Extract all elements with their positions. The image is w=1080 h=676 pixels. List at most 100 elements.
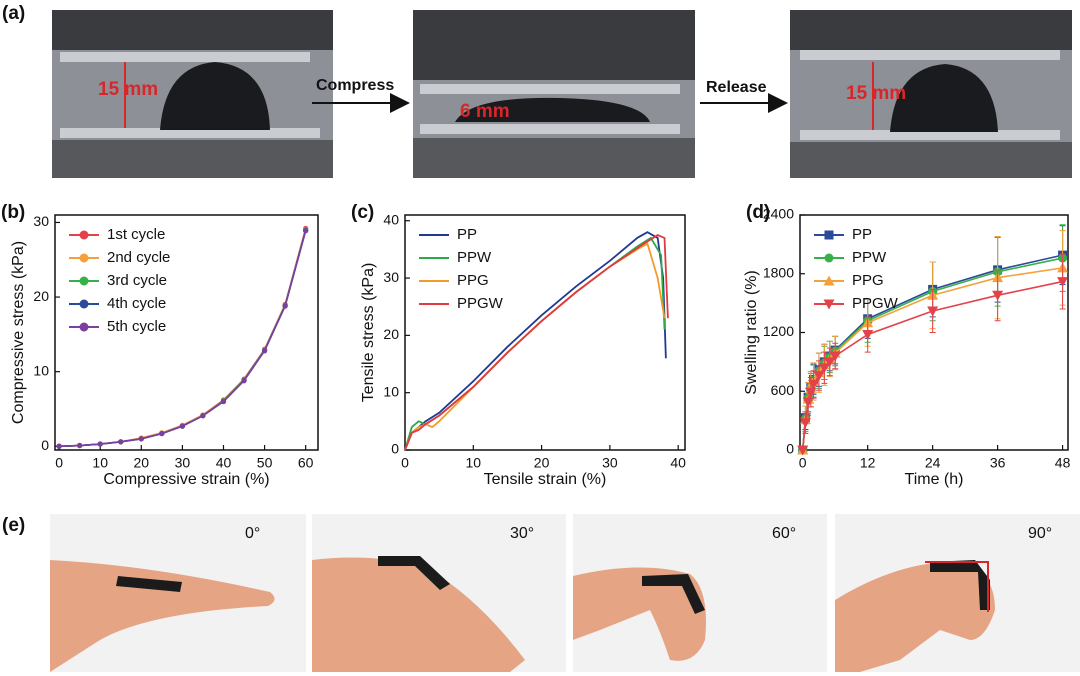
x-tick-label: 0: [55, 455, 63, 471]
x-tick-label: 20: [534, 455, 550, 471]
marker: [808, 379, 820, 390]
step-label: Release: [706, 79, 767, 96]
marker: [56, 443, 62, 449]
legend-label: 4th cycle: [107, 295, 166, 312]
marker: [79, 253, 89, 263]
photo: 60°: [573, 514, 827, 672]
series-line: [404, 242, 666, 451]
marker: [282, 303, 288, 309]
marker: [818, 363, 830, 374]
x-tick-label: 60: [298, 455, 314, 471]
marker: [79, 276, 89, 286]
marker: [1057, 277, 1069, 288]
x-tick-label: 0: [401, 455, 409, 471]
marker: [118, 439, 124, 445]
marker: [824, 357, 836, 368]
marker: [220, 398, 227, 405]
marker: [200, 413, 206, 419]
marker: [797, 445, 809, 456]
legend-label: 1st cycle: [107, 226, 165, 243]
x-tick-label: 36: [990, 455, 1006, 471]
plot-frame: [54, 214, 319, 451]
y-tick-label: 1800: [763, 264, 794, 280]
photo: 30°: [312, 514, 566, 672]
x-tick-label: 30: [602, 455, 618, 471]
marker: [992, 290, 1004, 301]
marker: [823, 299, 835, 310]
series-line: [59, 228, 307, 448]
y-tick-label: 1200: [763, 323, 794, 339]
angle-label: 30°: [510, 525, 534, 542]
x-tick-label: 40: [670, 455, 686, 471]
angle-label: 60°: [772, 525, 796, 542]
y-tick-label: 40: [383, 211, 399, 227]
x-axis-label: Time (h): [905, 471, 964, 488]
marker: [261, 348, 268, 354]
x-tick-label: 10: [466, 455, 482, 471]
photo: 6 mm: [413, 10, 695, 178]
y-axis-label: Swelling ratio (%): [743, 270, 760, 394]
x-axis-label: Tensile strain (%): [484, 471, 607, 488]
panel-label: (c): [351, 202, 374, 223]
y-tick-label: 0: [786, 441, 794, 457]
legend-label: PPW: [457, 249, 492, 266]
y-tick-label: 30: [383, 269, 399, 285]
photo: 15 mm: [52, 10, 333, 178]
x-tick-label: 12: [860, 455, 876, 471]
photo: 15 mm: [790, 10, 1072, 178]
height-label: 15 mm: [98, 79, 158, 100]
y-axis-label: Tensile stress (kPa): [360, 263, 377, 403]
marker: [829, 351, 841, 362]
panel-label: (b): [1, 202, 25, 223]
marker: [823, 275, 835, 286]
x-tick-label: 48: [1055, 455, 1071, 471]
series-line: [59, 229, 307, 448]
y-tick-label: 10: [33, 362, 49, 378]
x-tick-label: 24: [925, 455, 941, 471]
y-tick-label: 20: [383, 326, 399, 342]
x-tick-label: 50: [257, 455, 273, 471]
marker: [303, 228, 309, 234]
marker: [824, 253, 834, 263]
marker: [77, 442, 83, 449]
x-tick-label: 0: [799, 455, 807, 471]
marker: [179, 423, 185, 429]
marker: [138, 436, 144, 442]
marker: [802, 397, 814, 408]
angle-label: 90°: [1028, 525, 1052, 542]
marker: [799, 418, 811, 429]
legend-label: PPGW: [457, 295, 504, 312]
x-tick-label: 30: [175, 455, 191, 471]
series-line: [404, 236, 666, 451]
panel-label: (a): [2, 3, 25, 24]
panel-label: (d): [746, 202, 770, 223]
legend-label: PPG: [852, 272, 884, 289]
x-tick-label: 40: [216, 455, 232, 471]
panel-label: (e): [2, 515, 25, 536]
marker: [927, 306, 939, 317]
legend-label: PP: [852, 226, 872, 243]
y-tick-label: 30: [33, 213, 49, 229]
photo: 90°: [835, 514, 1080, 672]
marker: [813, 371, 825, 382]
height-label: 15 mm: [846, 83, 906, 104]
y-tick-label: 0: [391, 441, 399, 457]
step-label: Compress: [316, 77, 394, 94]
legend-label: 2nd cycle: [107, 249, 170, 266]
marker: [79, 230, 89, 240]
series-line: [404, 234, 669, 451]
height-label: 6 mm: [460, 101, 510, 122]
legend-label: 5th cycle: [107, 318, 166, 335]
photo: 0°: [50, 514, 306, 672]
y-tick-label: 600: [771, 382, 795, 398]
marker: [824, 230, 834, 240]
series-line: [59, 229, 307, 448]
legend-label: PPGW: [852, 295, 899, 312]
legend-label: PPW: [852, 249, 887, 266]
x-tick-label: 10: [92, 455, 108, 471]
x-axis-label: Compressive strain (%): [103, 471, 269, 488]
legend-label: PPG: [457, 272, 489, 289]
y-tick-label: 2400: [763, 206, 794, 222]
marker: [805, 387, 817, 398]
